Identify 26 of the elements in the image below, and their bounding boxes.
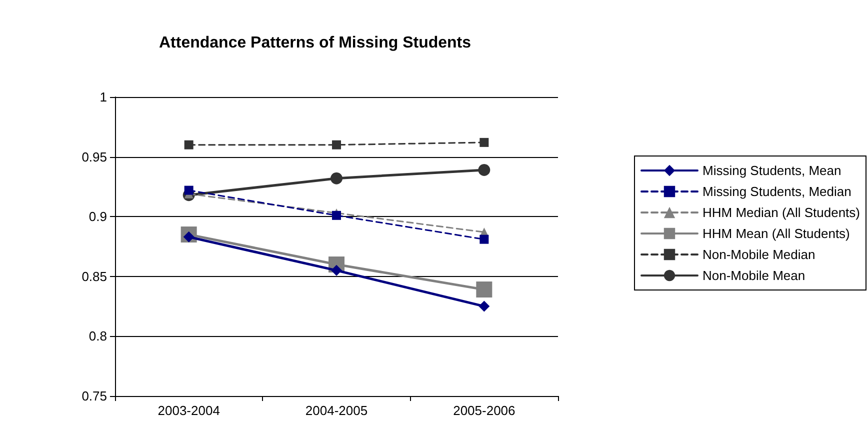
legend-label: HHM Median (All Students): [702, 205, 860, 220]
y-tick-label: 0.95: [82, 149, 107, 164]
legend-label: Non-Mobile Mean: [702, 268, 806, 283]
x-tick-label: 2003-2004: [158, 403, 220, 418]
legend-label: HHM Mean (All Students): [702, 226, 850, 241]
point: [480, 138, 489, 147]
legend-label: Missing Students, Mean: [702, 163, 842, 178]
point: [478, 164, 490, 176]
y-tick-label: 0.8: [88, 328, 107, 344]
point: [332, 140, 341, 150]
y-tick-label: 1: [100, 90, 107, 104]
point: [184, 186, 194, 195]
legend-label: Non-Mobile Median: [702, 247, 816, 262]
chart-title: Attendance Patterns of Missing Students: [158, 34, 472, 52]
x-tick-label: 2004-2005: [305, 403, 368, 418]
y-tick-label: 0.85: [82, 268, 107, 284]
point: [478, 300, 490, 312]
point: [332, 210, 341, 220]
legend-label: Missing Students, Median: [702, 184, 852, 199]
point: [184, 140, 194, 150]
point: [476, 282, 492, 298]
x-tick-label: 2005-2006: [453, 403, 516, 418]
point: [330, 172, 342, 184]
point: [480, 234, 489, 244]
y-tick-label: 0.75: [82, 388, 107, 404]
y-tick-label: 0.9: [88, 209, 107, 224]
